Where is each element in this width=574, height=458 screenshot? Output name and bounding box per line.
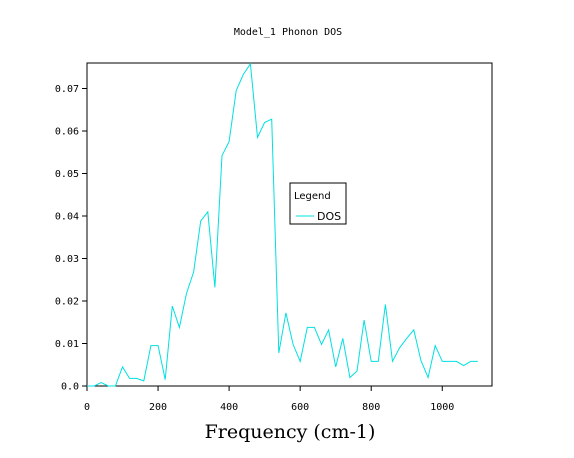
x-axis: 0 200 400 600 800 1000 [84, 386, 454, 413]
legend-box [289, 182, 347, 225]
y-tick-label-3: 0.03 [55, 254, 79, 265]
x-axis-label: Frequency (cm-1) [205, 421, 376, 443]
x-tick-label-3: 600 [291, 402, 309, 413]
series-layer [87, 62, 478, 387]
legend: Legend DOS [289, 182, 347, 225]
x-tick-label-2: 400 [220, 402, 238, 413]
legend-entry-dos: DOS [317, 210, 341, 223]
x-tick-label-1: 200 [149, 402, 167, 413]
y-tick-label-6: 0.06 [55, 127, 79, 138]
y-tick-label-7: 0.07 [55, 84, 79, 95]
y-tick-label-0: 0.0 [61, 382, 79, 393]
y-axis: 0.0 0.01 0.02 0.03 0.04 0.05 0.06 0.07 [55, 84, 87, 393]
x-tick-label-0: 0 [84, 402, 90, 413]
series-line-dos [87, 62, 478, 387]
plot-frame [86, 62, 493, 387]
x-tick-label-4: 800 [362, 402, 380, 413]
y-tick-label-2: 0.02 [55, 297, 79, 308]
y-tick-label-4: 0.04 [55, 212, 79, 223]
y-tick-label-1: 0.01 [55, 339, 79, 350]
chart-title: Model_1 Phonon DOS [234, 27, 342, 38]
y-tick-label-5: 0.05 [55, 169, 79, 180]
plot-area [86, 62, 493, 387]
x-tick-label-5: 1000 [430, 402, 454, 413]
legend-title: Legend [294, 191, 331, 202]
